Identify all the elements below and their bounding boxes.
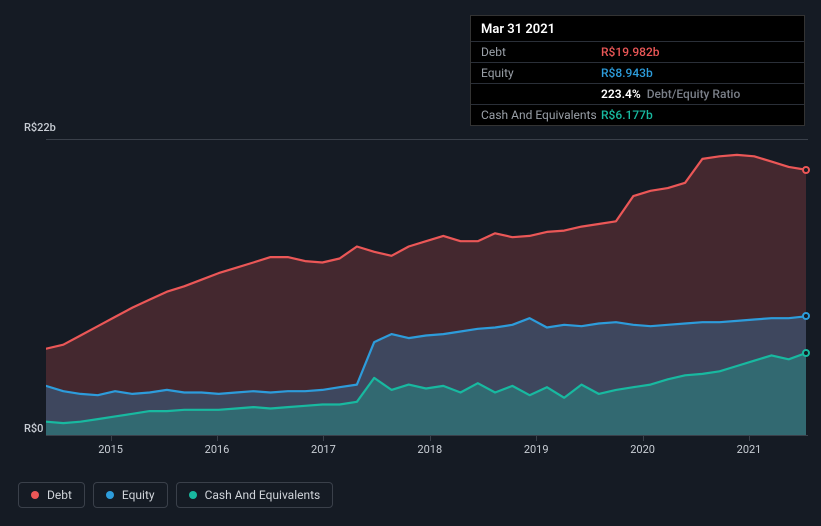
legend-dot-icon	[189, 491, 197, 499]
tooltip-label: Cash And Equivalents	[481, 108, 601, 122]
tooltip-row-equity: Equity R$8.943b	[471, 62, 804, 83]
plot-area[interactable]: R$22b R$0	[18, 125, 808, 435]
chart-tooltip: Mar 31 2021 Debt R$19.982b Equity R$8.94…	[470, 15, 805, 126]
legend-item-debt[interactable]: Debt	[18, 482, 85, 508]
x-tick	[111, 435, 112, 441]
series-end-marker	[802, 349, 810, 357]
x-axis-label: 2015	[98, 443, 123, 456]
tooltip-row-ratio: 223.4% Debt/Equity Ratio	[471, 83, 804, 104]
x-tick	[217, 435, 218, 441]
tooltip-value: R$8.943b	[601, 66, 653, 80]
y-axis-label-top: R$22b	[24, 121, 56, 134]
x-axis: 2015 2016 2017 2018 2019 2020 2021	[46, 441, 806, 461]
chart-svg	[46, 143, 806, 435]
x-axis-label: 2018	[417, 443, 442, 456]
gridline	[46, 435, 808, 436]
legend-label: Equity	[122, 488, 155, 502]
series-end-marker	[802, 166, 810, 174]
tooltip-label: Equity	[481, 66, 601, 80]
tooltip-value: R$6.177b	[601, 108, 653, 122]
legend-item-cash[interactable]: Cash And Equivalents	[176, 482, 334, 508]
tooltip-value: R$19.982b	[601, 45, 660, 59]
legend-label: Cash And Equivalents	[205, 488, 321, 502]
legend-dot-icon	[31, 491, 39, 499]
x-axis-label: 2019	[524, 443, 549, 456]
y-axis-label-bottom: R$0	[24, 422, 43, 435]
x-tick	[536, 435, 537, 441]
x-axis-label: 2017	[311, 443, 336, 456]
x-axis-label: 2021	[737, 443, 762, 456]
tooltip-row-cash: Cash And Equivalents R$6.177b	[471, 104, 804, 125]
tooltip-label: Debt	[481, 45, 601, 59]
gridline	[46, 139, 808, 140]
tooltip-row-debt: Debt R$19.982b	[471, 41, 804, 62]
x-axis-label: 2016	[205, 443, 230, 456]
legend-item-equity[interactable]: Equity	[93, 482, 168, 508]
tooltip-date: Mar 31 2021	[471, 16, 804, 41]
x-tick	[323, 435, 324, 441]
legend-label: Debt	[47, 488, 72, 502]
chart: R$22b R$0 2015201620172018201920202021	[18, 125, 808, 435]
legend-dot-icon	[106, 491, 114, 499]
tooltip-ratio-pct: 223.4%	[601, 87, 641, 101]
tooltip-ratio-label: Debt/Equity Ratio	[647, 87, 741, 101]
series-end-marker	[802, 312, 810, 320]
tooltip-label	[481, 87, 601, 101]
x-tick	[643, 435, 644, 441]
x-tick	[749, 435, 750, 441]
x-axis-label: 2020	[630, 443, 655, 456]
x-tick	[430, 435, 431, 441]
legend: Debt Equity Cash And Equivalents	[18, 482, 333, 508]
